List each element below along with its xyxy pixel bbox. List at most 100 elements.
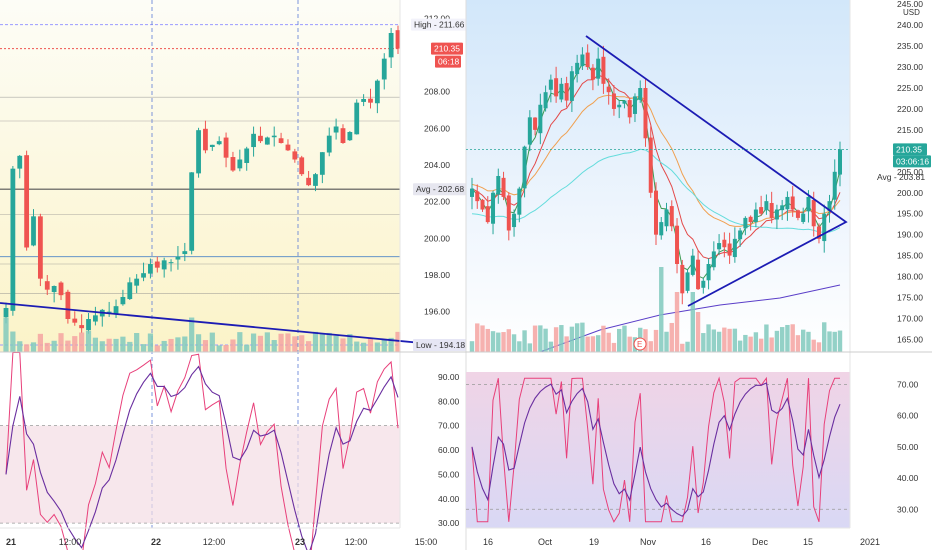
right-candle-body	[706, 264, 711, 281]
left-candle-body	[395, 30, 401, 49]
right-candle-body	[627, 100, 632, 118]
right-volume-bar	[480, 325, 485, 352]
right-time-tick: 2021	[860, 537, 880, 547]
left-volume-bar	[381, 339, 387, 352]
left-candle-body	[223, 137, 229, 158]
left-candle-body	[216, 141, 222, 145]
right-candle-body	[795, 210, 800, 218]
right-candle-body	[527, 117, 532, 145]
left-low-badge: Low - 194.18	[416, 340, 465, 350]
right-volume-bar	[669, 322, 674, 352]
right-candle-body	[496, 176, 501, 195]
left-avg-badge: Avg - 202.68	[416, 184, 464, 194]
left-volume-bar	[10, 331, 16, 352]
left-candle-body	[113, 306, 119, 314]
left-rsi-tick: 90.00	[438, 372, 460, 382]
right-volume-bar	[501, 332, 506, 352]
left-volume-bar	[65, 340, 71, 352]
left-candle-body	[285, 144, 291, 151]
right-price-tick: 205.00	[897, 167, 923, 177]
right-candle-body	[506, 195, 511, 231]
right-candle-body	[759, 207, 764, 214]
left-candle-body	[37, 216, 43, 279]
left-volume-bar	[319, 333, 325, 352]
left-high-badge: High - 211.66	[414, 20, 465, 30]
right-volume-bar	[690, 292, 695, 352]
right-time-tick: 15	[803, 537, 813, 547]
right-candle-body	[543, 92, 548, 109]
right-volume-bar	[569, 326, 575, 352]
right-avg-label: Avg - 203.81	[877, 172, 925, 182]
right-candle-body	[696, 259, 701, 290]
right-price-tick: 235.00	[897, 41, 923, 51]
right-countdown-badge-bg	[893, 155, 931, 168]
right-price-tick: 190.00	[897, 230, 923, 240]
right-volume-bar	[716, 331, 722, 352]
right-volume-bar	[837, 330, 843, 352]
right-price-tick: 230.00	[897, 62, 923, 72]
left-volume-bar	[340, 338, 346, 352]
right-price-tick: 240.00	[897, 20, 923, 30]
right-candle-body	[522, 146, 527, 189]
left-price-pane-bg	[0, 0, 400, 352]
right-candle-body	[685, 272, 690, 291]
right-rsi-tick: 30.00	[897, 504, 919, 514]
right-volume-bar	[485, 328, 490, 352]
left-volume-bar	[161, 340, 167, 352]
right-candle-body	[753, 209, 758, 223]
right-price-unit: USD	[903, 8, 920, 17]
left-volume-bar	[202, 340, 209, 352]
earnings-marker[interactable]	[633, 337, 647, 351]
left-candle-body	[258, 135, 263, 142]
left-rsi-tick: 80.00	[438, 396, 460, 406]
left-candle-body	[93, 315, 98, 322]
left-volume-bar	[237, 332, 243, 352]
left-rsi-tick: 40.00	[438, 494, 460, 504]
left-rsi-tick: 50.00	[438, 469, 460, 479]
right-candle-body	[785, 196, 790, 210]
left-volume-bar	[395, 331, 401, 352]
left-time-tick: 12:00	[59, 537, 82, 547]
right-volume-bar	[585, 336, 590, 352]
right-candle-body	[675, 225, 680, 264]
right-candle-body	[711, 251, 716, 268]
left-volume-bar	[182, 336, 188, 352]
right-volume-bar	[475, 323, 480, 352]
left-high-badge-bg	[411, 18, 466, 31]
left-volume-bar	[44, 342, 50, 352]
right-candle-body	[790, 196, 795, 210]
left-volume-bar	[244, 344, 250, 352]
right-last-price-badge: 210.35	[896, 144, 922, 154]
left-candle-body	[271, 135, 277, 138]
left-candle-body	[182, 251, 188, 255]
right-volume-bar	[680, 343, 685, 352]
right-candle-body	[638, 88, 643, 100]
right-price-pane-bg	[466, 0, 850, 352]
right-volume-bar	[622, 325, 627, 352]
right-candle-body	[601, 56, 606, 84]
left-volume-bar	[140, 344, 147, 352]
right-volume-bar	[816, 342, 822, 352]
right-candle-body	[491, 192, 496, 224]
left-volume-bar	[250, 333, 257, 352]
right-volume-bar	[648, 341, 653, 352]
left-rsi-tick: 60.00	[438, 445, 460, 455]
right-candle-body	[722, 239, 727, 248]
left-price-tick: 198.00	[424, 270, 450, 280]
right-price-tick: 225.00	[897, 83, 923, 93]
right-volume-bar	[722, 327, 727, 352]
right-candle-body	[533, 117, 538, 130]
right-volume-bar	[664, 331, 669, 352]
left-candle-body	[237, 159, 243, 169]
right-volume-bar	[506, 329, 511, 352]
right-candle-body	[743, 217, 748, 229]
right-volume-bar	[659, 267, 664, 352]
right-volume-bar	[832, 331, 837, 352]
right-candle-body	[559, 83, 564, 100]
left-volume-bar	[168, 338, 174, 352]
right-rsi-pane-bg-fill	[466, 372, 850, 528]
left-volume-bar	[85, 330, 92, 352]
left-volume-bar	[72, 336, 78, 352]
left-time-tick: 12:00	[345, 537, 368, 547]
